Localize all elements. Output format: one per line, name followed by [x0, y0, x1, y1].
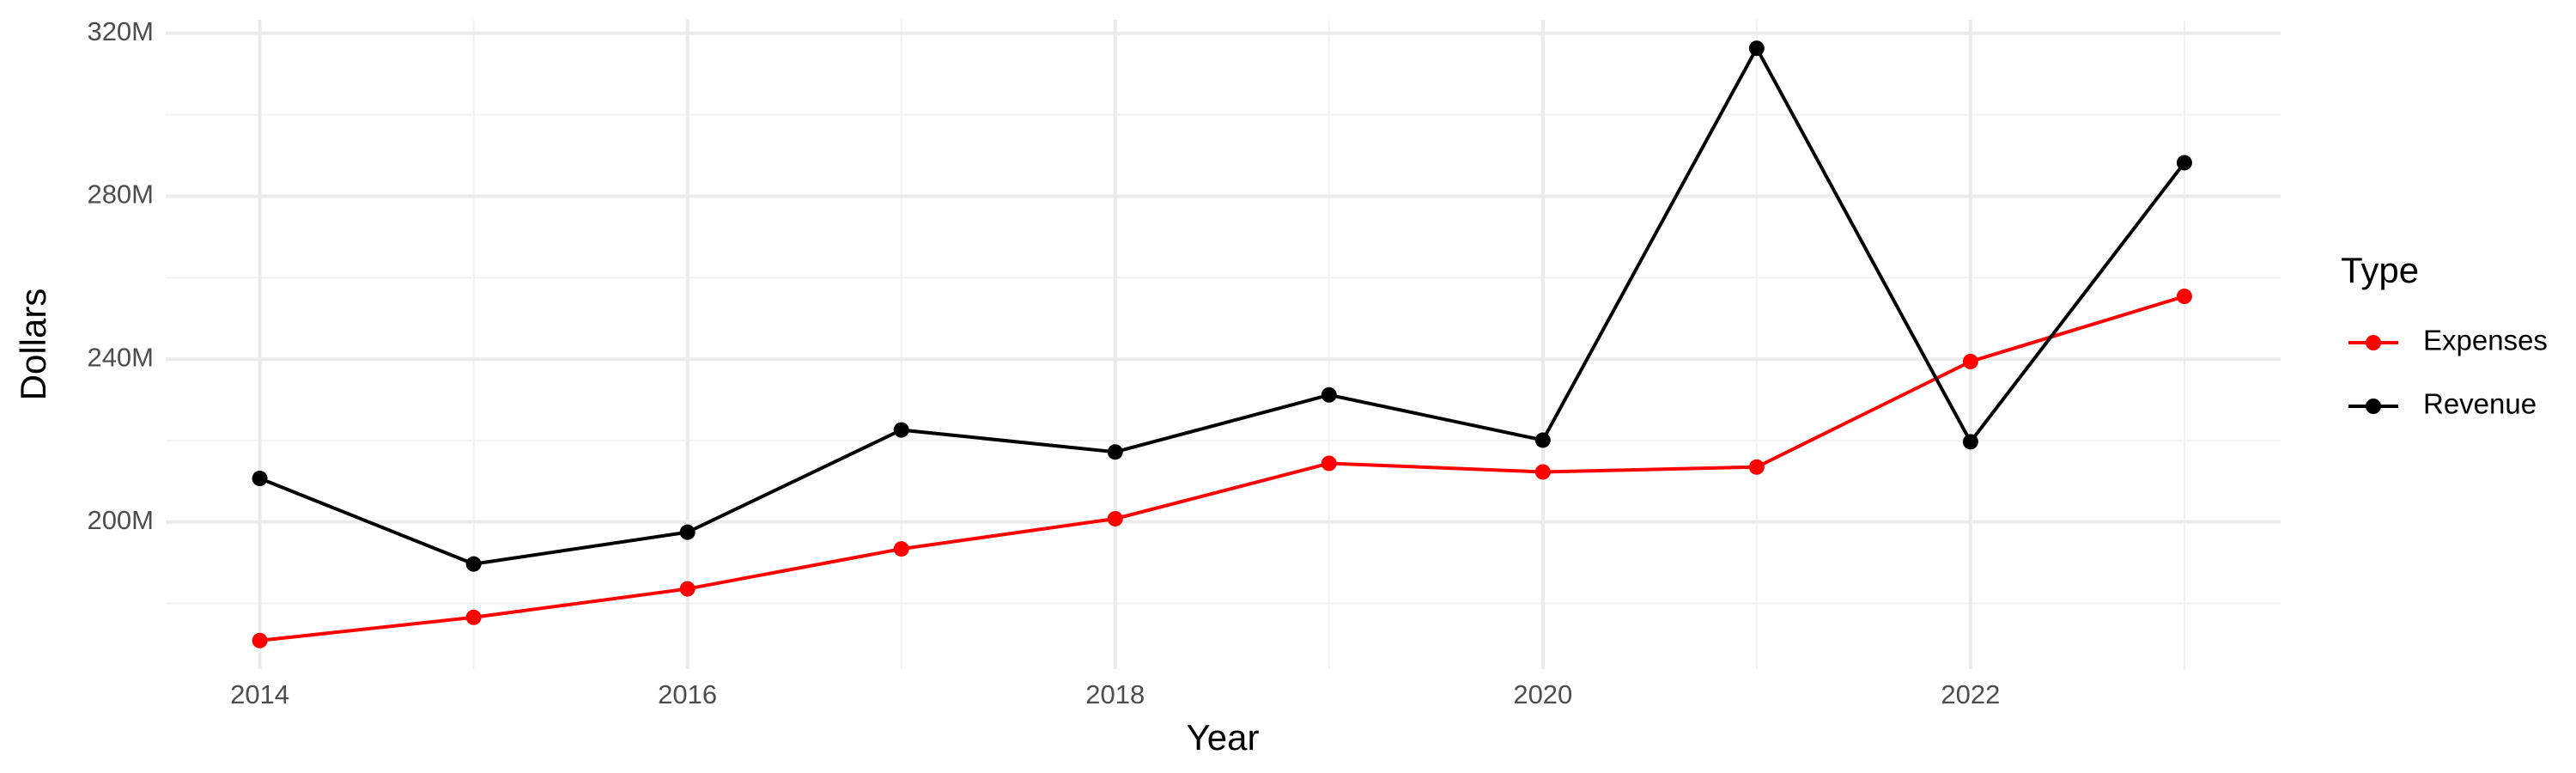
- data-point: [893, 422, 909, 438]
- x-tick-label: 2014: [230, 679, 289, 709]
- data-point: [679, 581, 696, 597]
- data-point: [1321, 455, 1337, 472]
- data-point: [1107, 444, 1123, 460]
- y-tick-label: 240M: [87, 342, 154, 372]
- legend-key-point: [2366, 399, 2381, 414]
- y-tick-label: 320M: [87, 16, 154, 46]
- x-tick-label: 2022: [1941, 679, 2000, 709]
- y-tick-label: 200M: [87, 505, 154, 535]
- y-tick-label: 280M: [87, 180, 154, 210]
- legend-key-point: [2366, 335, 2381, 350]
- legend-title: Type: [2341, 250, 2419, 290]
- x-tick-label: 2020: [1513, 679, 1572, 709]
- data-point: [1534, 432, 1551, 448]
- data-point: [679, 524, 696, 540]
- data-point: [2176, 289, 2192, 305]
- data-point: [1748, 459, 1765, 475]
- x-axis-title: Year: [1187, 717, 1260, 758]
- grid: [166, 20, 2281, 669]
- y-axis-title: Dollars: [13, 289, 53, 401]
- series-line: [259, 295, 2185, 642]
- data-point: [1962, 353, 1978, 369]
- data-point: [252, 471, 268, 487]
- data-point: [465, 556, 482, 572]
- data-point: [1748, 40, 1765, 57]
- legend-label: Revenue: [2423, 388, 2537, 420]
- data-point: [465, 609, 482, 625]
- data-point: [893, 541, 909, 557]
- data-point: [1321, 386, 1337, 403]
- x-tick-label: 2016: [658, 679, 717, 709]
- legend-label: Expenses: [2423, 325, 2548, 356]
- data-point: [1962, 434, 1978, 450]
- series-line: [258, 45, 2186, 566]
- data-point: [2176, 155, 2192, 171]
- data-point: [252, 632, 268, 648]
- x-tick-label: 2018: [1085, 679, 1145, 709]
- data-point: [1534, 464, 1551, 480]
- data-point: [1107, 510, 1123, 526]
